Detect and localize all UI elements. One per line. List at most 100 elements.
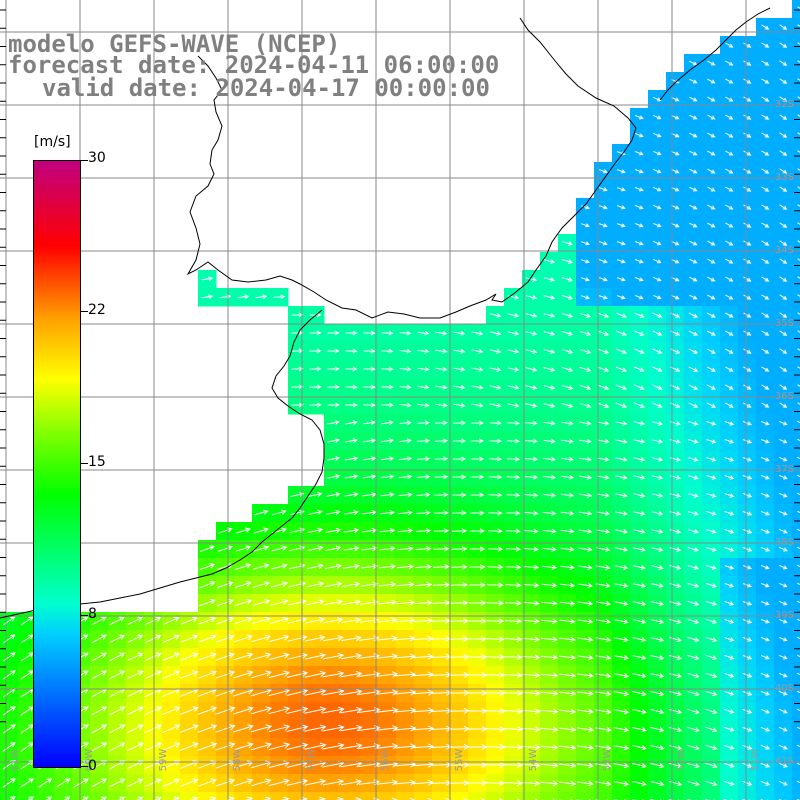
wind-arrow xyxy=(631,709,647,715)
wind-arrow xyxy=(635,151,644,156)
wind-arrow xyxy=(109,742,126,752)
wind-arrow xyxy=(412,743,435,750)
wind-speed-cell xyxy=(792,180,800,199)
wind-arrow xyxy=(416,474,431,480)
wind-speed-cell xyxy=(792,486,800,505)
wind-arrow xyxy=(779,474,788,480)
wind-arrow xyxy=(525,313,538,318)
wind-arrow xyxy=(743,204,752,210)
wind-arrow xyxy=(653,258,662,264)
wind-arrow xyxy=(651,457,664,462)
wind-arrow xyxy=(707,150,716,156)
wind-arrow xyxy=(543,277,556,282)
wind-arrow xyxy=(327,438,340,443)
wind-arrow xyxy=(632,601,647,607)
wind-arrow xyxy=(705,744,718,751)
wind-arrow xyxy=(262,796,272,800)
wind-arrow xyxy=(688,312,699,318)
wind-arrow xyxy=(504,672,523,679)
wind-arrow xyxy=(669,547,682,552)
wind-arrow xyxy=(559,654,576,661)
wind-arrow xyxy=(687,529,699,534)
wind-speed-cell xyxy=(792,342,800,361)
wind-arrow xyxy=(435,366,448,372)
wind-arrow xyxy=(503,708,524,715)
wind-arrow xyxy=(686,762,700,769)
wind-arrow xyxy=(433,564,450,570)
wind-arrow xyxy=(724,421,735,426)
wind-arrow xyxy=(435,330,448,336)
wind-arrow xyxy=(687,690,700,697)
latitude-label: 40S xyxy=(775,683,794,694)
wind-arrow xyxy=(760,708,771,714)
wind-arrow xyxy=(797,618,800,622)
wind-arrow xyxy=(376,743,399,750)
wind-arrow xyxy=(431,671,452,678)
wind-arrow xyxy=(505,600,522,606)
wind-arrow xyxy=(633,439,646,444)
wind-arrow xyxy=(540,726,559,733)
wind-arrow xyxy=(615,493,628,498)
wind-arrow xyxy=(743,96,752,102)
latitude-label: 39S xyxy=(775,610,794,621)
wind-speed-cell xyxy=(792,198,800,217)
wind-arrow xyxy=(559,636,576,643)
wind-speed-cell xyxy=(522,792,541,800)
wind-arrow xyxy=(778,690,788,696)
wind-arrow xyxy=(268,706,291,715)
wind-arrow xyxy=(743,384,752,390)
wind-arrow xyxy=(363,402,376,408)
wind-arrow xyxy=(304,670,327,678)
wind-arrow xyxy=(650,655,665,661)
wind-arrow xyxy=(398,438,413,444)
wind-arrow xyxy=(687,618,700,624)
wind-arrow xyxy=(488,492,503,498)
wind-arrow xyxy=(489,331,502,336)
wind-arrow xyxy=(56,778,71,788)
wind-arrow xyxy=(668,636,682,643)
wind-arrow xyxy=(779,672,788,678)
wind-arrow xyxy=(305,617,326,624)
wind-arrow xyxy=(197,742,218,751)
wind-arrow xyxy=(524,510,539,516)
wind-arrow xyxy=(233,670,254,679)
wind-arrow xyxy=(340,670,363,678)
wind-arrow xyxy=(705,600,718,606)
wind-arrow xyxy=(431,689,452,696)
wind-arrow xyxy=(215,706,236,715)
wind-arrow xyxy=(217,545,233,552)
wind-arrow xyxy=(325,527,342,533)
wind-arrow xyxy=(779,618,788,624)
wind-arrow xyxy=(252,581,270,588)
wind-arrow xyxy=(742,421,752,426)
wind-arrow xyxy=(779,366,788,372)
wind-arrow xyxy=(179,706,199,715)
wind-arrow xyxy=(399,330,412,336)
wind-speed-cell xyxy=(576,792,595,800)
wind-arrow xyxy=(307,545,324,552)
wind-arrow xyxy=(743,42,752,48)
wind-arrow xyxy=(742,708,753,714)
wind-arrow xyxy=(524,474,539,480)
wind-arrow xyxy=(434,456,449,462)
wind-arrow xyxy=(597,402,610,408)
wind-arrow xyxy=(522,708,541,715)
latitude-label: 35S xyxy=(775,318,794,329)
wind-arrow xyxy=(487,564,504,570)
wind-arrow xyxy=(797,564,800,568)
wind-arrow xyxy=(340,724,363,732)
wind-arrow xyxy=(576,744,595,751)
wind-arrow xyxy=(669,619,682,624)
colorbar-tick-label: 8 xyxy=(88,606,97,622)
wind-arrow xyxy=(180,634,199,643)
wind-arrow xyxy=(430,743,453,750)
wind-arrow xyxy=(599,169,608,174)
wind-arrow xyxy=(761,150,770,156)
wind-arrow xyxy=(543,349,556,354)
wind-arrow xyxy=(633,457,646,462)
wind-arrow xyxy=(380,510,395,516)
wind-arrow xyxy=(778,708,788,714)
